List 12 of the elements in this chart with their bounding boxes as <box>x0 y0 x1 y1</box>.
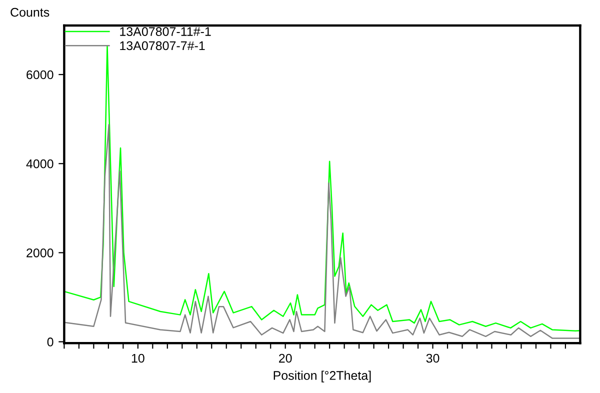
legend-label: 13A07807-7#-1 <box>120 41 205 50</box>
x-tick-label: 10 <box>132 354 144 363</box>
legend-label: 13A07807-11#-1 <box>120 27 211 36</box>
line-series <box>64 124 580 339</box>
x-axis-title: Position [°2Theta] <box>274 370 371 382</box>
y-tick-label: 0 <box>47 338 54 346</box>
y-axis-title: Counts <box>10 8 50 17</box>
y-tick-label: 4000 <box>26 159 54 168</box>
y-tick-label: 6000 <box>26 70 54 80</box>
x-tick-label: 20 <box>279 354 292 363</box>
y-tick-label: 2000 <box>26 248 54 258</box>
x-tick-label: 30 <box>426 354 440 363</box>
